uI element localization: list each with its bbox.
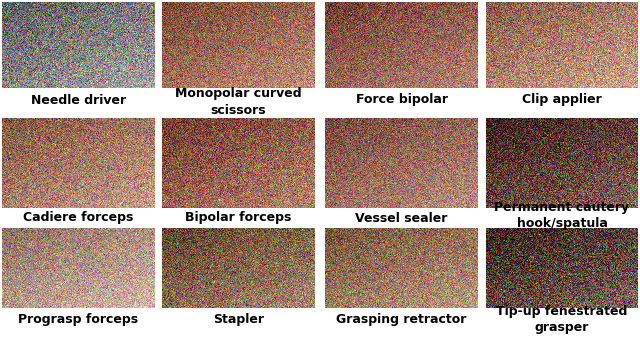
Text: Stapler: Stapler (213, 313, 264, 326)
Text: Tip-up fenestrated
grasper: Tip-up fenestrated grasper (496, 306, 628, 335)
Text: Vessel sealer: Vessel sealer (355, 211, 448, 224)
Text: Needle driver: Needle driver (31, 93, 126, 106)
Text: Permanent cautery
hook/spatula: Permanent cautery hook/spatula (495, 201, 630, 229)
Text: Grasping retractor: Grasping retractor (336, 313, 467, 326)
Text: Bipolar forceps: Bipolar forceps (186, 211, 292, 224)
Text: Force bipolar: Force bipolar (355, 93, 447, 106)
Text: Prograsp forceps: Prograsp forceps (19, 313, 139, 326)
Text: Cadiere forceps: Cadiere forceps (23, 211, 134, 224)
Text: Monopolar curved
scissors: Monopolar curved scissors (175, 88, 302, 117)
Text: Clip applier: Clip applier (522, 93, 602, 106)
